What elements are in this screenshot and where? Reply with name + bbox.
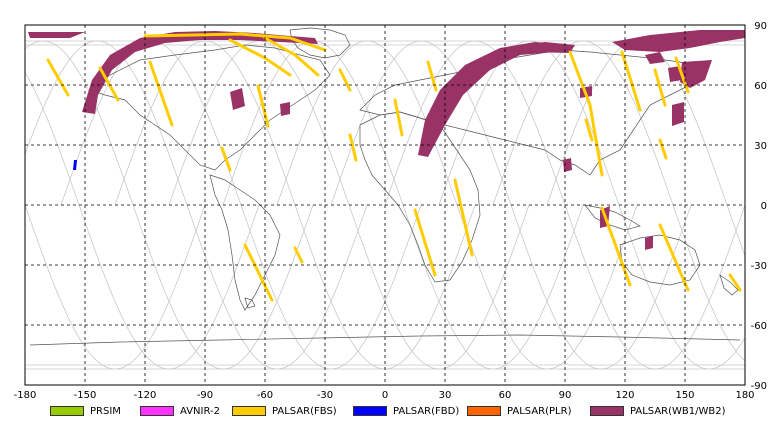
latitude-tick-label: -30 (751, 261, 767, 272)
legend-label: PALSAR(WB1/WB2) (630, 405, 726, 417)
fbs-swath (98, 66, 120, 102)
fbs-swath (568, 50, 604, 177)
legend-label: PALSAR(FBD) (393, 405, 460, 417)
legend-label: PRSIM (90, 405, 121, 417)
latitude-tick-label: -60 (751, 321, 767, 332)
fbs-swath (413, 208, 437, 277)
wb-swath (563, 158, 572, 172)
fbs-swath (653, 68, 667, 107)
longitude-tick-label: 60 (499, 390, 512, 401)
legend: PRSIM AVNIR-2 PALSAR(FBS) PALSAR(FBD) PA… (0, 400, 770, 422)
wb-swath (672, 102, 684, 126)
fbs-swath (584, 118, 594, 142)
wb-swath (28, 32, 85, 38)
fbs-swath (348, 133, 358, 162)
wb-swath (645, 236, 653, 250)
longitude-tick-label: -120 (134, 390, 157, 401)
fbs-swath (728, 273, 742, 292)
longitude-tick-label: 180 (735, 390, 754, 401)
longitude-tick-label: -90 (197, 390, 213, 401)
legend-item-palsar-fbd: PALSAR(FBD) (353, 404, 459, 418)
longitude-tick-label: 30 (439, 390, 452, 401)
legend-swatch (467, 406, 501, 416)
legend-swatch (590, 406, 624, 416)
longitude-tick-label: -60 (257, 390, 273, 401)
wb-swath (612, 30, 745, 52)
fbd-swath (73, 160, 77, 170)
fbs-swath (243, 243, 274, 302)
fbs-swath (338, 68, 352, 92)
wb-swath (645, 52, 665, 64)
wb-swath (418, 42, 565, 157)
observation-swaths (28, 30, 745, 302)
longitude-tick-label: -180 (14, 390, 37, 401)
latitude-tick-label: 30 (754, 141, 767, 152)
wb-swath (680, 60, 712, 88)
fbs-swath (263, 36, 320, 77)
legend-item-palsar-plr: PALSAR(PLR) (467, 404, 571, 418)
latitude-tick-label: -90 (751, 381, 767, 392)
longitude-tick-label: 90 (559, 390, 572, 401)
latitude-labels: 90 60 30 0 -30 -60 -90 (751, 21, 767, 392)
longitude-tick-label: -150 (74, 390, 97, 401)
longitude-tick-label: 0 (382, 390, 388, 401)
legend-swatch (353, 406, 387, 416)
legend-item-palsar-fbs: PALSAR(FBS) (232, 404, 337, 418)
legend-label: AVNIR-2 (180, 405, 220, 417)
wb-swath (505, 42, 575, 53)
fbs-swath (658, 138, 668, 160)
fbs-swath (658, 223, 690, 292)
wb-swath (668, 66, 682, 82)
longitude-labels: -180 -150 -120 -90 -60 -30 0 30 60 90 120 150 180 (14, 390, 755, 401)
legend-label: PALSAR(PLR) (507, 405, 572, 417)
fbs-swath (674, 56, 690, 94)
latitude-tick-label: 90 (754, 21, 767, 32)
fbs-swath (143, 32, 327, 52)
legend-label: PALSAR(FBS) (272, 405, 337, 417)
fbs-swath (293, 246, 304, 264)
fbs-swath (46, 58, 70, 97)
legend-swatch (232, 406, 266, 416)
wb-swath (230, 88, 245, 110)
legend-swatch (50, 406, 84, 416)
legend-item-palsar-wb: PALSAR(WB1/WB2) (590, 404, 726, 418)
longitude-tick-label: -30 (317, 390, 333, 401)
wb-swath (280, 102, 290, 116)
legend-item-prsim: PRSIM (50, 404, 121, 418)
fbs-swath (256, 84, 270, 128)
longitude-tick-label: 120 (615, 390, 634, 401)
fbs-swath (148, 60, 174, 127)
latitude-tick-label: 0 (761, 201, 767, 212)
latitude-tick-label: 60 (754, 81, 767, 92)
longitude-tick-label: 150 (675, 390, 694, 401)
map-frame (24, 24, 746, 386)
fbs-swath (393, 98, 404, 137)
fbs-swath (220, 146, 232, 172)
legend-item-avnir2: AVNIR-2 (140, 404, 220, 418)
legend-swatch (140, 406, 174, 416)
fbs-swath (453, 178, 474, 257)
